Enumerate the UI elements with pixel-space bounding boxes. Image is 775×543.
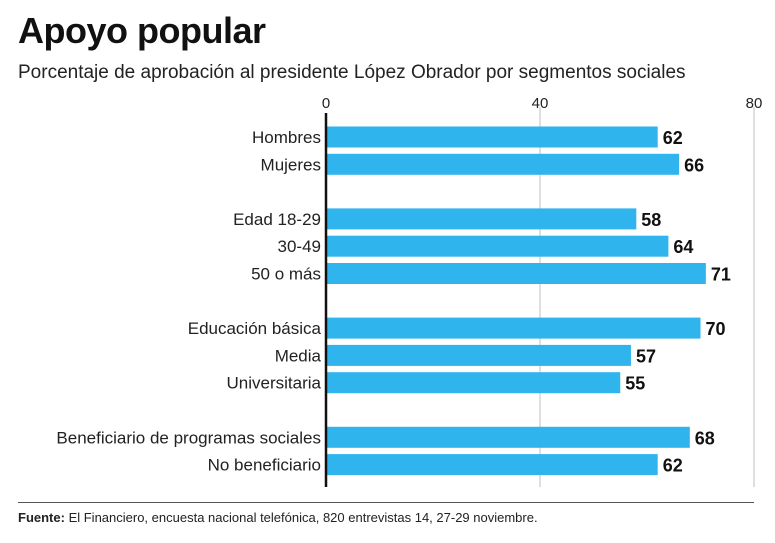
data-label: 64 — [673, 237, 693, 257]
category-label: Hombres — [252, 128, 321, 147]
bar — [326, 426, 690, 448]
bar — [326, 208, 637, 230]
data-label: 62 — [663, 128, 683, 148]
bar — [326, 153, 680, 175]
bar — [326, 317, 701, 339]
data-label: 70 — [706, 319, 726, 339]
bar — [326, 263, 706, 284]
category-label: Mujeres — [261, 155, 321, 174]
data-label: 55 — [625, 374, 645, 394]
category-label: 50 o más — [251, 265, 321, 284]
bar — [326, 454, 658, 476]
category-label: Edad 18-29 — [233, 210, 321, 229]
category-label: No beneficiario — [208, 456, 321, 475]
bar — [326, 372, 621, 394]
chart-subtitle: Porcentaje de aprobación al presidente L… — [18, 62, 686, 83]
data-label: 71 — [711, 265, 731, 285]
category-label: Educación básica — [188, 319, 322, 338]
bar — [326, 126, 658, 148]
x-tick-label: 80 — [746, 95, 763, 112]
x-tick-label: 40 — [532, 95, 549, 112]
footer-divider — [18, 502, 754, 503]
data-label: 66 — [684, 155, 704, 175]
source-note: Fuente: El Financiero, encuesta nacional… — [18, 510, 538, 525]
bar — [326, 344, 631, 366]
category-label: Universitaria — [227, 374, 322, 393]
category-label: 30-49 — [278, 237, 321, 256]
category-label: Media — [275, 346, 322, 365]
data-label: 58 — [641, 210, 661, 230]
chart-title: Apoyo popular — [18, 10, 266, 51]
category-label: Beneficiario de programas sociales — [56, 428, 321, 447]
bar — [326, 235, 669, 257]
data-label: 62 — [663, 456, 683, 476]
x-tick-label: 0 — [322, 95, 330, 112]
data-label: 57 — [636, 346, 656, 366]
source-label: Fuente: — [18, 510, 65, 525]
source-text: El Financiero, encuesta nacional telefón… — [64, 510, 538, 525]
data-label: 68 — [695, 428, 715, 448]
